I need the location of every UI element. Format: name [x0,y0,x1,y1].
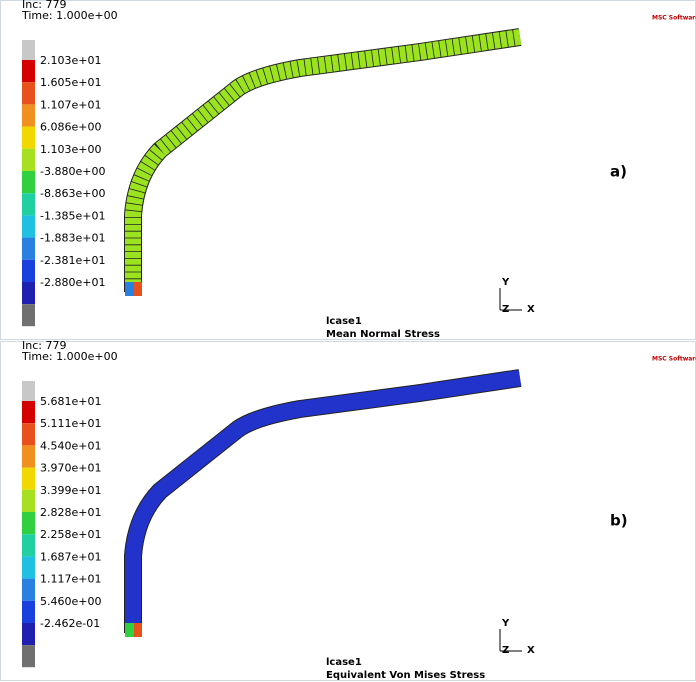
legend-swatch [22,149,35,171]
legend-label: 6.086e+00 [40,121,101,134]
axis-label: Z [502,304,509,315]
legend-swatch [22,445,35,467]
legend-label: -1.385e+01 [40,209,105,222]
legend-label: 5.681e+01 [40,395,101,408]
result-title: Mean Normal Stress [326,329,440,340]
legend-swatch [22,282,35,304]
legend-label: -2.381e+01 [40,254,105,267]
legend-label: -1.883e+01 [40,232,105,245]
legend-swatch [22,104,35,126]
legend-label: 1.687e+01 [40,550,101,563]
legend-label: 5.111e+01 [40,417,101,430]
logo: MSC Software [652,356,696,363]
legend-label: 3.970e+01 [40,462,101,475]
time-text: Time: 1.000e+00 [21,350,118,363]
legend-swatch [22,215,35,237]
legend-label: 3.399e+01 [40,484,101,497]
axis-label: Y [501,618,510,629]
legend-label: -2.462e-01 [40,617,100,630]
legend-label: 5.460e+00 [40,595,101,608]
time-text: Time: 1.000e+00 [21,9,118,22]
legend-label: 1.103e+00 [40,143,101,156]
legend-swatch [22,534,35,556]
axis-label: Z [502,645,509,656]
legend-swatch [22,556,35,578]
beam-tip [134,623,142,637]
logo: MSC Software [652,15,696,22]
legend-swatch [22,381,35,401]
panel-frame [1,342,696,681]
legend-label: 1.117e+01 [40,573,101,586]
legend-swatch [22,171,35,193]
legend-swatch [22,512,35,534]
legend-swatch [22,490,35,512]
axis-label: X [527,645,535,656]
panel-label: b) [610,512,628,530]
axis-label: Y [501,277,510,288]
result-title: Equivalent Von Mises Stress [326,670,485,681]
legend-swatch [22,60,35,82]
screenshot: Inc: 779Time: 1.000e+00MSC Software2.103… [0,0,696,682]
legend-label: -2.880e+01 [40,276,105,289]
legend-swatch [22,579,35,601]
legend-swatch [22,238,35,260]
legend-label: 2.828e+01 [40,506,101,519]
panel-label: a) [610,163,627,181]
legend-swatch [22,193,35,215]
legend-swatch [22,601,35,623]
lcase-text: lcase1 [326,657,362,668]
legend-label: 2.103e+01 [40,54,101,67]
legend-label: 4.540e+01 [40,439,101,452]
legend-label: 2.258e+01 [40,528,101,541]
legend-swatch [22,304,35,326]
legend-label: -3.880e+00 [40,165,105,178]
lcase-text: lcase1 [326,316,362,327]
axis-label: X [527,304,535,315]
legend-swatch [22,645,35,667]
legend-swatch [22,468,35,490]
legend-swatch [22,82,35,104]
legend-label: 1.107e+01 [40,98,101,111]
legend-swatch [22,40,35,60]
beam-tip [134,282,142,296]
legend-swatch [22,623,35,645]
legend-swatch [22,260,35,282]
legend-label: -8.863e+00 [40,187,105,200]
legend-swatch [22,423,35,445]
legend-swatch [22,127,35,149]
legend-swatch [22,401,35,423]
legend-label: 1.605e+01 [40,76,101,89]
